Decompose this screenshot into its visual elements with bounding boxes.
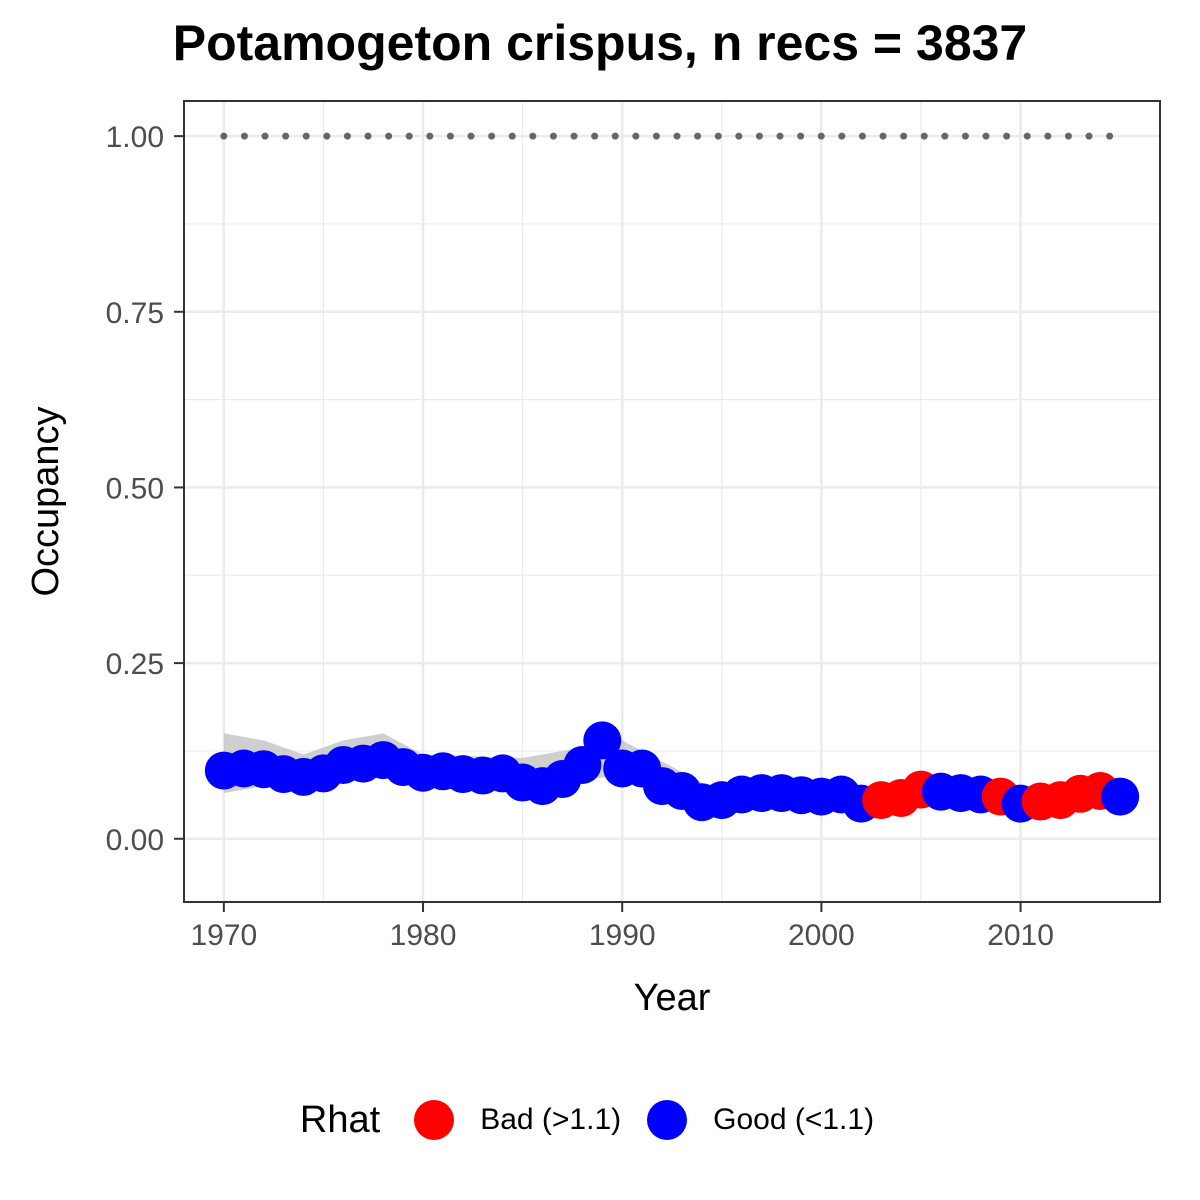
data-point (1101, 777, 1140, 816)
legend-item-good: Good (<1.1) (647, 1100, 874, 1140)
y-axis: 0.00 0.25 0.50 0.75 1.00 (106, 121, 184, 857)
x-tick-label: 1980 (390, 919, 457, 952)
x-tick-label: 2010 (987, 919, 1054, 952)
panel-border (183, 100, 1161, 903)
legend-label-bad: Bad (>1.1) (480, 1103, 622, 1136)
x-tick-label: 2000 (788, 919, 855, 952)
grid-lines (184, 101, 1160, 902)
x-tick-label: 1990 (589, 919, 656, 952)
y-tick-label: 0.75 (106, 297, 164, 330)
legend-key-bad (414, 1100, 455, 1140)
x-axis: 1970 1980 1990 2000 2010 (190, 902, 1054, 952)
data-point (583, 721, 622, 760)
y-tick-label: 0.00 (106, 824, 164, 857)
y-tick-label: 0.25 (106, 648, 164, 681)
chart-title: Potamogeton crispus, n recs = 3837 (172, 15, 1028, 71)
legend-item-bad: Bad (>1.1) (414, 1100, 621, 1140)
occupancy-plot: 1970 1980 1990 2000 2010 0.00 0.25 0.50 0.75 1.0… (25, 100, 1161, 1019)
x-tick-label: 1970 (190, 919, 257, 952)
legend-label-good: Good (<1.1) (713, 1103, 875, 1136)
data-points (204, 721, 1140, 823)
legend-key-good (647, 1100, 688, 1140)
y-axis-label: Occupancy (25, 406, 67, 596)
legend-title: Rhat (299, 1098, 381, 1141)
legend: Rhat Bad (>1.1) Good (<1.1) (0, 1090, 1200, 1150)
y-tick-label: 1.00 (106, 121, 164, 154)
x-axis-label: Year (634, 977, 711, 1019)
y-tick-label: 0.50 (106, 472, 164, 505)
